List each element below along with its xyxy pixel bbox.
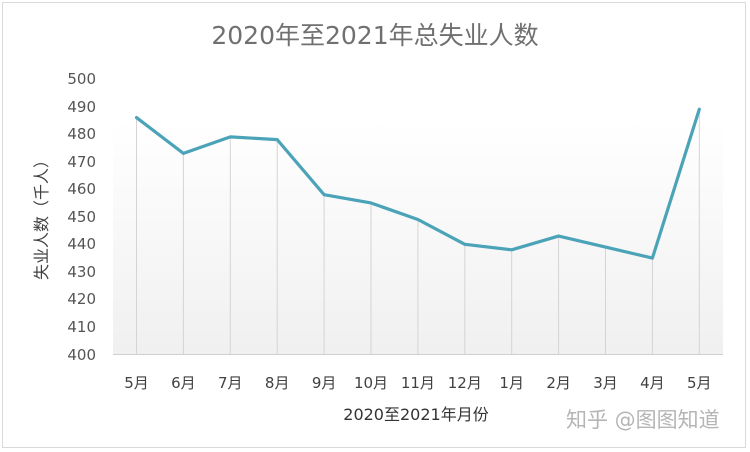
y-tick-label: 440	[67, 235, 96, 254]
x-tick-label: 8月	[264, 374, 290, 392]
y-tick-label: 400	[67, 345, 96, 364]
drop-lines	[136, 109, 700, 355]
x-tick-label: 5月	[687, 374, 712, 392]
y-tick-label: 430	[67, 262, 96, 281]
x-tick-label: 6月	[171, 374, 196, 392]
y-tick-label: 470	[67, 152, 96, 171]
x-tick-label: 9月	[311, 374, 337, 392]
x-tick-label: 1月	[499, 374, 524, 392]
y-tick-label: 490	[67, 97, 96, 116]
chart-title: 2020年至2021年总失业人数	[211, 21, 539, 50]
x-tick-label: 5月	[124, 374, 149, 392]
x-tick-label: 11月	[400, 374, 435, 392]
y-tick-label: 410	[67, 317, 96, 336]
x-tick-label: 12月	[447, 374, 482, 392]
x-axis-label: 2020至2021年月份	[343, 405, 489, 424]
y-tick-label: 420	[67, 290, 96, 309]
x-tick-label: 7月	[218, 374, 243, 392]
y-tick-label: 500	[67, 70, 96, 88]
x-tick-label: 4月	[640, 374, 665, 392]
y-tick-label: 480	[67, 125, 96, 144]
watermark: 知乎 @图图知道	[566, 408, 720, 432]
x-tick-label: 10月	[353, 374, 389, 392]
data-line	[134, 107, 701, 260]
y-tick-label: 460	[67, 180, 96, 199]
x-tick-label: 2月	[546, 374, 571, 392]
x-tick-label: 3月	[593, 374, 618, 392]
y-tick-label: 450	[67, 207, 96, 226]
